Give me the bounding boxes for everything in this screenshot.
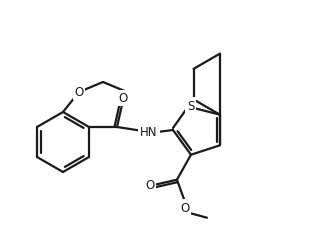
- Text: S: S: [187, 100, 195, 112]
- Text: O: O: [180, 202, 190, 214]
- Text: O: O: [74, 86, 84, 99]
- Text: HN: HN: [140, 126, 158, 139]
- Text: O: O: [145, 178, 155, 192]
- Text: O: O: [118, 92, 128, 105]
